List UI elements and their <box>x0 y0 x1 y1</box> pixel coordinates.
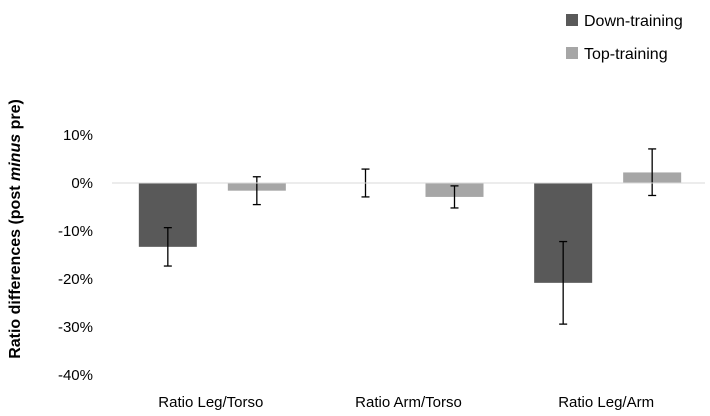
category-label: Ratio Arm/Torso <box>355 394 462 411</box>
y-tick-label: -40% <box>58 367 93 384</box>
y-axis-label: Ratio differences (post minus pre) <box>7 99 24 359</box>
chart-legend: Down-training Top-training <box>566 13 683 63</box>
legend-label: Top-training <box>584 46 668 63</box>
error-bars <box>163 148 657 325</box>
error-bar-down-training-1 <box>163 226 172 267</box>
error-bar-top-training-1 <box>252 176 261 206</box>
category-label: Ratio Leg/Torso <box>158 394 263 411</box>
category-labels: Ratio Leg/Torso Ratio Arm/Torso Ratio Leg/… <box>158 394 654 411</box>
y-tick-label: 0% <box>71 175 93 192</box>
bars <box>138 172 682 283</box>
legend-swatch <box>566 47 578 59</box>
legend-swatch <box>566 14 578 26</box>
y-tick-label: -30% <box>58 319 93 336</box>
legend-label: Down-training <box>584 13 683 30</box>
y-tick-label: -10% <box>58 223 93 240</box>
y-axis-label-part-1: Ratio differences (post <box>7 181 24 359</box>
y-axis-label-part-3: pre) <box>7 99 24 134</box>
error-bar-top-training-2 <box>450 185 459 209</box>
y-axis-ticks: 10% 0% -10% -20% -30% -40% <box>58 127 93 384</box>
category-label: Ratio Leg/Arm <box>558 394 654 411</box>
y-tick-label: 10% <box>63 127 93 144</box>
error-bar-top-training-3 <box>648 148 657 197</box>
error-bar-down-training-3 <box>559 240 568 325</box>
y-axis-label-part-2: minus <box>7 134 24 181</box>
y-tick-label: -20% <box>58 271 93 288</box>
